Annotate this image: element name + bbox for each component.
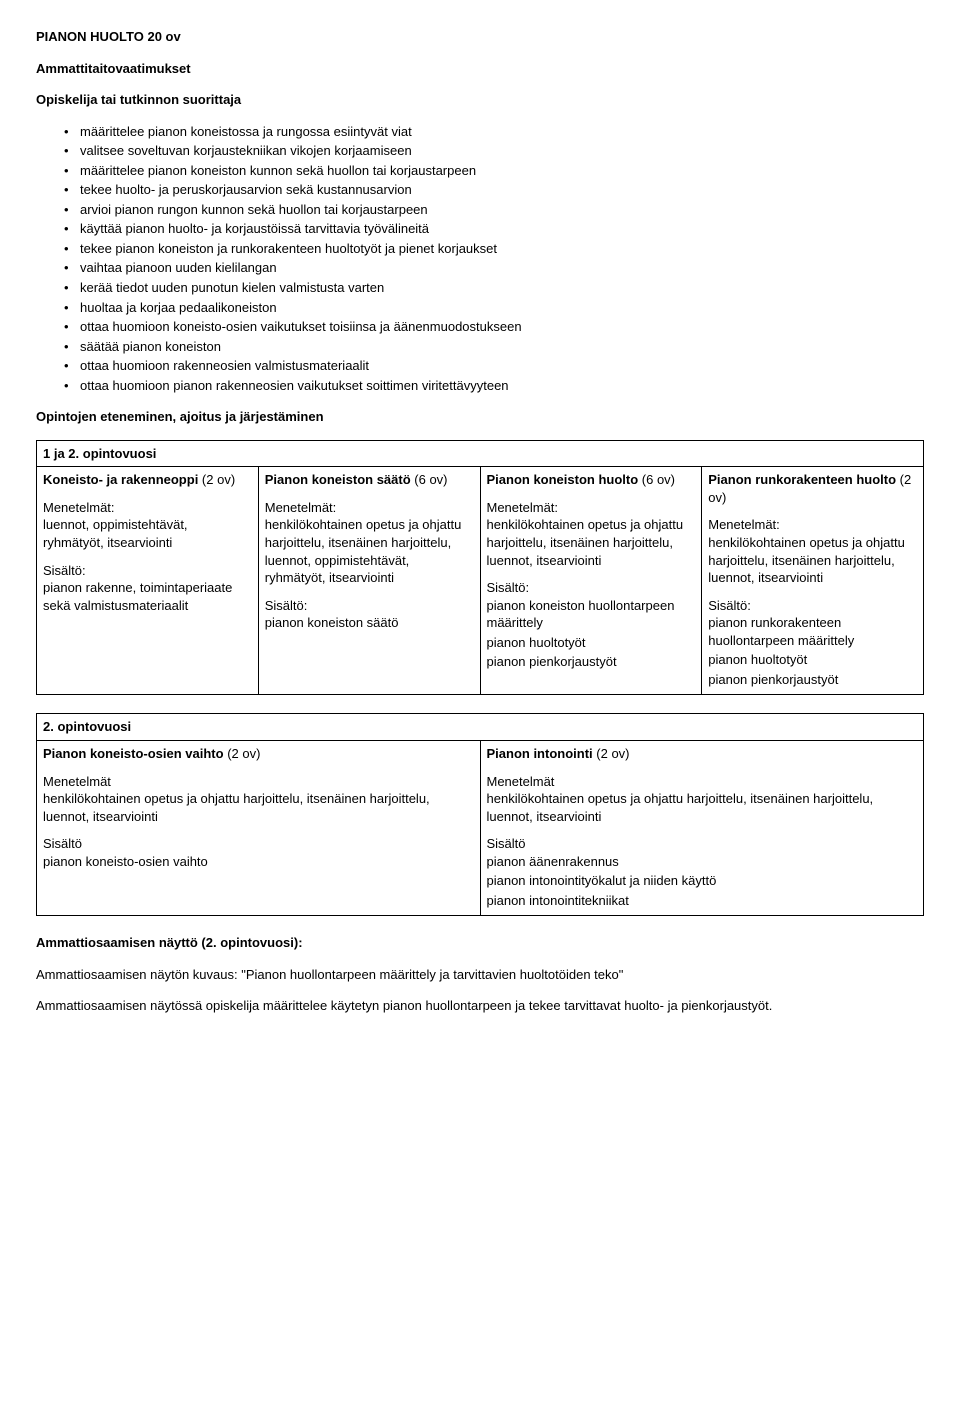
table-cell: Pianon koneiston säätö (6 ov) Menetelmät… (258, 467, 480, 695)
requirements-subheading: Opiskelija tai tutkinnon suorittaja (36, 91, 924, 109)
demonstration-description: Ammattiosaamisen näytön kuvaus: "Pianon … (36, 966, 924, 984)
list-item: ottaa huomioon rakenneosien valmistusmat… (64, 357, 924, 375)
page-title: PIANON HUOLTO 20 ov (36, 28, 924, 46)
table-cell: Pianon koneiston huolto (6 ov) Menetelmä… (480, 467, 702, 695)
course-title: Pianon koneiston säätö (265, 472, 411, 487)
demo-desc-quote: "Pianon huollontarpeen määrittely ja tar… (241, 967, 623, 982)
table-cell: Koneisto- ja rakenneoppi (2 ov) Menetelm… (37, 467, 259, 695)
course-credits: (2 ov) (198, 472, 235, 487)
methods-text: henkilökohtainen opetus ja ohjattu harjo… (708, 534, 917, 587)
course-credits: (2 ov) (224, 746, 261, 761)
methods-label: Menetelmät: (708, 516, 917, 534)
content-label: Sisältö: (487, 579, 696, 597)
content-line: pianon pienkorjaustyöt (708, 671, 917, 689)
list-item: tekee huolto- ja peruskorjausarvion sekä… (64, 181, 924, 199)
content-label: Sisältö: (708, 597, 917, 615)
list-item: arvioi pianon rungon kunnon sekä huollon… (64, 201, 924, 219)
methods-text: henkilökohtainen opetus ja ohjattu harjo… (487, 790, 918, 825)
list-item: huoltaa ja korjaa pedaalikoneiston (64, 299, 924, 317)
content-line: pianon koneisto-osien vaihto (43, 853, 474, 871)
course-title: Pianon runkorakenteen huolto (708, 472, 896, 487)
table-cell: Pianon intonointi (2 ov) Menetelmäthenki… (480, 740, 924, 915)
demo-desc-label: Ammattiosaamisen näytön kuvaus: (36, 967, 241, 982)
content-label: Sisältö: (43, 562, 252, 580)
course-credits: (2 ov) (593, 746, 630, 761)
course-title: Pianon intonointi (487, 746, 593, 761)
list-item: määrittelee pianon koneistossa ja rungos… (64, 123, 924, 141)
content-line: pianon intonointityökalut ja niiden käyt… (487, 872, 918, 890)
table-cell: Pianon runkorakenteen huolto (2 ov) Mene… (702, 467, 924, 695)
methods-label: Menetelmät: (265, 499, 474, 517)
methods-text: henkilökohtainen opetus ja ohjattu harjo… (43, 790, 474, 825)
methods-label: Menetelmät: (43, 499, 252, 517)
methods-label: Menetelmät (43, 773, 474, 791)
list-item: ottaa huomioon pianon rakenneosien vaiku… (64, 377, 924, 395)
table2-header: 2. opintovuosi (43, 719, 131, 734)
methods-label: Menetelmät (487, 773, 918, 791)
requirements-list: määrittelee pianon koneistossa ja rungos… (36, 123, 924, 395)
list-item: määrittelee pianon koneiston kunnon sekä… (64, 162, 924, 180)
content-line: pianon pienkorjaustyöt (487, 653, 696, 671)
content-line: pianon koneiston huollontarpeen määritte… (487, 597, 696, 632)
content-line: pianon huoltotyöt (708, 651, 917, 669)
course-title: Pianon koneisto-osien vaihto (43, 746, 224, 761)
course-credits: (6 ov) (411, 472, 448, 487)
demonstration-heading: Ammattiosaamisen näyttö (2. opintovuosi)… (36, 934, 924, 952)
list-item: ottaa huomioon koneisto-osien vaikutukse… (64, 318, 924, 336)
list-item: säätää pianon koneiston (64, 338, 924, 356)
methods-text: luennot, oppimistehtävät, ryhmätyöt, its… (43, 516, 252, 551)
table-cell: Pianon koneisto-osien vaihto (2 ov) Mene… (37, 740, 481, 915)
content-line: pianon äänenrakennus (487, 853, 918, 871)
requirements-heading: Ammattitaitovaatimukset (36, 60, 924, 78)
year1-2-table: 1 ja 2. opintovuosi Koneisto- ja rakenne… (36, 440, 924, 696)
list-item: käyttää pianon huolto- ja korjaustöissä … (64, 220, 924, 238)
content-label: Sisältö: (265, 597, 474, 615)
list-item: tekee pianon koneiston ja runkorakenteen… (64, 240, 924, 258)
list-item: kerää tiedot uuden punotun kielen valmis… (64, 279, 924, 297)
content-line: pianon huoltotyöt (487, 634, 696, 652)
year2-table: 2. opintovuosi Pianon koneisto-osien vai… (36, 713, 924, 916)
course-title: Pianon koneiston huolto (487, 472, 639, 487)
demonstration-paragraph: Ammattiosaamisen näytössä opiskelija mää… (36, 997, 924, 1015)
table1-header: 1 ja 2. opintovuosi (43, 446, 156, 461)
content-line: pianon koneiston säätö (265, 614, 474, 632)
content-line: pianon runkorakenteen huollontarpeen mää… (708, 614, 917, 649)
course-credits: (6 ov) (638, 472, 675, 487)
methods-text: henkilökohtainen opetus ja ohjattu harjo… (265, 516, 474, 586)
list-item: vaihtaa pianoon uuden kielilangan (64, 259, 924, 277)
course-title: Koneisto- ja rakenneoppi (43, 472, 198, 487)
methods-label: Menetelmät: (487, 499, 696, 517)
content-label: Sisältö (43, 835, 474, 853)
methods-text: henkilökohtainen opetus ja ohjattu harjo… (487, 516, 696, 569)
progress-heading: Opintojen eteneminen, ajoitus ja järjest… (36, 408, 924, 426)
list-item: valitsee soveltuvan korjaustekniikan vik… (64, 142, 924, 160)
content-line: pianon intonointitekniikat (487, 892, 918, 910)
content-label: Sisältö (487, 835, 918, 853)
content-line: pianon rakenne, toimintaperiaate sekä va… (43, 579, 252, 614)
